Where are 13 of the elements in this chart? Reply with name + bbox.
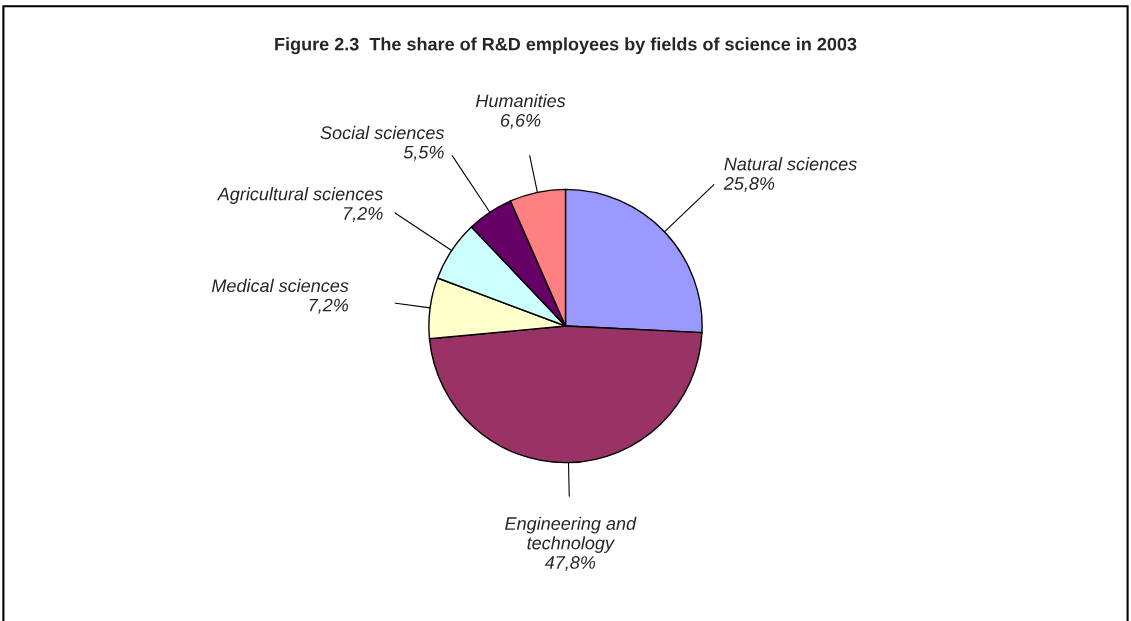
slice-label: Social sciences	[320, 125, 445, 140]
slice-label: Humanities	[475, 93, 566, 108]
data-label: 6,6%	[500, 113, 541, 129]
data-label: 5,5%	[403, 145, 444, 161]
slice-label: Agricultural sciences	[216, 187, 383, 204]
data-label: 25,8%	[723, 177, 775, 192]
data-label: 47,8%	[544, 556, 596, 571]
slice-label: Medical sciences	[211, 278, 349, 293]
data-label: 7,2%	[309, 298, 349, 314]
slice-label: Engineering and technology	[505, 516, 637, 553]
chart-title: Figure 2.3 The share of R&D employees by fields of science in 2003	[275, 37, 857, 55]
slice-label: Natural sciences	[724, 157, 857, 171]
data-label: 7,2%	[344, 207, 383, 222]
